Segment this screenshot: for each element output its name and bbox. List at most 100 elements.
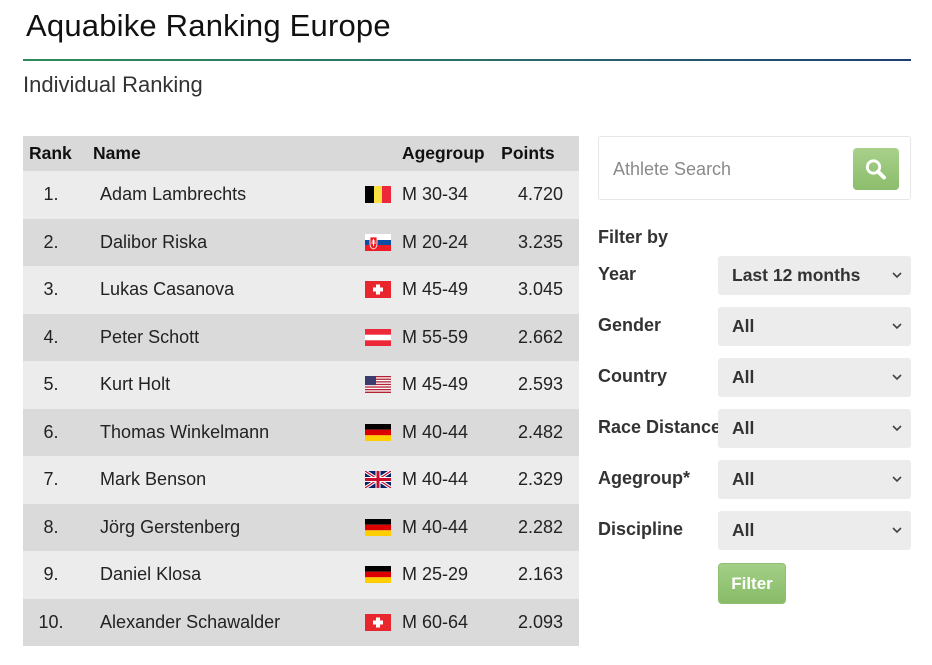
filter-label: Race Distance [598,417,722,437]
points-cell: 2.482 [493,408,579,456]
athlete-name-link[interactable]: Jörg Gerstenberg [93,503,365,551]
agegroup-cell: M 20-24 [401,218,494,266]
points-cell: 2.329 [493,456,579,504]
page-title: Aquabike Ranking Europe [26,8,391,43]
germany-flag-icon [364,518,391,536]
athlete-name-link[interactable]: Thomas Winkelmann [93,408,365,456]
filter-label: Discipline [598,519,684,539]
points-cell: 2.662 [493,313,579,361]
table-row[interactable]: 8. Jörg Gerstenberg M 40-44 2.282 [23,503,579,551]
table-row[interactable]: 3. Lukas Casanova M 45-49 3.045 [23,266,579,314]
filter-agegroup: Agegroup* All [598,460,911,499]
title-divider [23,59,911,61]
table-header-row: Rank Name Agegroup Points [23,136,579,171]
agegroup-cell: M 55-59 [401,313,494,361]
united-kingdom-flag-icon [364,471,391,489]
filter-label: Year [598,264,637,284]
rank-cell: 3. [23,266,94,314]
table-row[interactable]: 2. Dalibor Riska M 20-24 3.235 [23,218,579,266]
rank-cell: 10. [23,598,94,646]
agegroup-cell: M 25-29 [401,551,494,599]
select-value: All [732,367,755,387]
agegroup-cell: M 40-44 [401,408,494,456]
agegroup-cell: M 45-49 [401,361,494,409]
page-subtitle: Individual Ranking [23,72,203,97]
points-cell: 2.093 [493,598,579,646]
chevron-down-icon [892,323,902,330]
filter-gender: Gender All [598,307,911,346]
chevron-down-icon [892,527,902,534]
chevron-down-icon [892,476,902,483]
athlete-name-link[interactable]: Kurt Holt [93,361,365,409]
athlete-name-link[interactable]: Mark Benson [93,456,365,504]
chevron-down-icon [892,374,902,381]
column-header-name[interactable]: Name [93,136,365,171]
select-value: All [732,469,755,489]
athlete-name-link[interactable]: Dalibor Riska [93,218,365,266]
belgium-flag-icon [364,186,391,204]
agegroup-cell: M 45-49 [401,266,494,314]
column-header-rank[interactable]: Rank [23,136,94,171]
points-cell: 2.163 [493,551,579,599]
switzerland-flag-icon [364,281,391,299]
filter-year: Year Last 12 months [598,256,911,295]
race-distance-select[interactable]: All [718,409,911,448]
athlete-name-link[interactable]: Daniel Klosa [93,551,365,599]
filter-label: Agegroup* [598,468,690,488]
agegroup-select[interactable]: All [718,460,911,499]
filter-label: Country [598,366,667,386]
search-icon [865,159,886,180]
usa-flag-icon [364,376,391,394]
germany-flag-icon [364,423,391,441]
table-row[interactable]: 1. Adam Lambrechts M 30-34 4.720 [23,171,579,219]
select-value: All [732,316,755,336]
filter-label: Gender [598,315,662,335]
search-button[interactable] [853,148,899,190]
rank-cell: 6. [23,408,94,456]
rank-cell: 2. [23,218,94,266]
athlete-name-link[interactable]: Peter Schott [93,313,365,361]
column-header-flag [364,136,402,171]
ranking-table: Rank Name Agegroup Points 1. Adam Lambre… [23,136,579,646]
gender-select[interactable]: All [718,307,911,346]
table-row[interactable]: 7. Mark Benson M 40-44 2.329 [23,456,579,504]
athlete-search-box [598,136,911,200]
rank-cell: 5. [23,361,94,409]
rank-cell: 4. [23,313,94,361]
athlete-name-link[interactable]: Alexander Schawalder [93,598,365,646]
rank-cell: 9. [23,551,94,599]
filter-heading: Filter by [598,227,669,247]
table-row[interactable]: 6. Thomas Winkelmann M 40-44 2.482 [23,408,579,456]
points-cell: 3.045 [493,266,579,314]
table-row[interactable]: 9. Daniel Klosa M 25-29 2.163 [23,551,579,599]
points-cell: 4.720 [493,171,579,219]
agegroup-cell: M 60-64 [401,598,494,646]
filter-submit-button[interactable]: Filter [718,563,786,604]
agegroup-cell: M 40-44 [401,503,494,551]
select-value: Last 12 months [732,265,861,285]
column-header-points[interactable]: Points [493,136,579,171]
table-row[interactable]: 5. Kurt Holt M 45-49 2.593 [23,361,579,409]
filter-discipline: Discipline All [598,511,911,550]
athlete-search-input[interactable] [611,155,845,183]
table-row[interactable]: 10. Alexander Schawalder M 60-64 2.093 [23,598,579,646]
rank-cell: 1. [23,171,94,219]
slovakia-flag-icon [364,233,391,251]
column-header-agegroup[interactable]: Agegroup [401,136,494,171]
points-cell: 2.593 [493,361,579,409]
chevron-down-icon [892,272,902,279]
athlete-name-link[interactable]: Lukas Casanova [93,266,365,314]
filter-country: Country All [598,358,911,397]
select-value: All [732,418,755,438]
table-row[interactable]: 4. Peter Schott M 55-59 2.662 [23,313,579,361]
filter-race-distance: Race Distance All [598,409,911,448]
year-select[interactable]: Last 12 months [718,256,911,295]
select-value: All [732,520,755,540]
rank-cell: 8. [23,503,94,551]
agegroup-cell: M 30-34 [401,171,494,219]
discipline-select[interactable]: All [718,511,911,550]
agegroup-cell: M 40-44 [401,456,494,504]
athlete-name-link[interactable]: Adam Lambrechts [93,171,365,219]
germany-flag-icon [364,566,391,584]
country-select[interactable]: All [718,358,911,397]
